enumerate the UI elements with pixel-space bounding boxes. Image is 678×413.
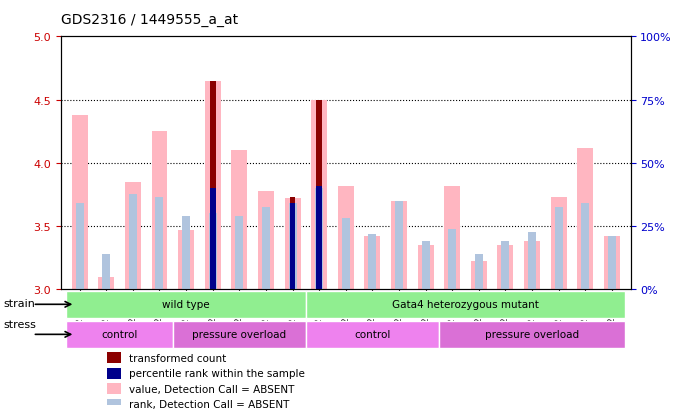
Bar bbox=[205, 81, 221, 290]
Bar bbox=[231, 151, 247, 290]
Bar bbox=[209, 214, 217, 290]
Bar bbox=[317, 186, 322, 290]
Bar bbox=[311, 100, 327, 290]
Text: stress: stress bbox=[3, 319, 36, 329]
Bar bbox=[285, 199, 300, 290]
Bar bbox=[475, 254, 483, 290]
Bar bbox=[502, 242, 509, 290]
Bar bbox=[106, 368, 121, 379]
Text: percentile rank within the sample: percentile rank within the sample bbox=[129, 368, 305, 378]
Text: control: control bbox=[102, 330, 138, 339]
Bar bbox=[608, 237, 616, 290]
Bar bbox=[155, 197, 163, 290]
Bar bbox=[524, 242, 540, 290]
Bar bbox=[290, 197, 296, 290]
Bar bbox=[76, 204, 83, 290]
Bar bbox=[210, 81, 216, 290]
Bar bbox=[72, 115, 87, 290]
Bar bbox=[555, 208, 563, 290]
Bar bbox=[258, 191, 274, 290]
Bar bbox=[125, 182, 141, 290]
Bar bbox=[577, 148, 593, 290]
Bar bbox=[368, 234, 376, 290]
Bar bbox=[182, 216, 190, 290]
Bar bbox=[364, 237, 380, 290]
Bar bbox=[448, 229, 456, 290]
Bar bbox=[498, 245, 513, 290]
FancyBboxPatch shape bbox=[439, 321, 625, 348]
Text: pressure overload: pressure overload bbox=[193, 330, 286, 339]
Bar bbox=[551, 197, 567, 290]
Bar bbox=[98, 277, 115, 290]
FancyBboxPatch shape bbox=[66, 291, 306, 318]
Text: Gata4 heterozygous mutant: Gata4 heterozygous mutant bbox=[392, 299, 539, 310]
Text: transformed count: transformed count bbox=[129, 353, 226, 363]
Text: GDS2316 / 1449555_a_at: GDS2316 / 1449555_a_at bbox=[61, 13, 238, 27]
Bar bbox=[418, 245, 434, 290]
Bar bbox=[262, 208, 270, 290]
Text: pressure overload: pressure overload bbox=[485, 330, 579, 339]
Bar bbox=[395, 201, 403, 290]
Bar bbox=[289, 204, 296, 290]
Text: strain: strain bbox=[3, 299, 35, 309]
Bar bbox=[391, 201, 407, 290]
Bar bbox=[210, 189, 216, 290]
Bar bbox=[342, 219, 350, 290]
Text: rank, Detection Call = ABSENT: rank, Detection Call = ABSENT bbox=[129, 399, 290, 409]
Bar bbox=[102, 254, 111, 290]
Bar bbox=[317, 100, 322, 290]
Text: value, Detection Call = ABSENT: value, Detection Call = ABSENT bbox=[129, 384, 295, 394]
Bar bbox=[315, 189, 323, 290]
Bar bbox=[129, 195, 137, 290]
Bar bbox=[106, 352, 121, 363]
FancyBboxPatch shape bbox=[306, 321, 439, 348]
FancyBboxPatch shape bbox=[173, 321, 306, 348]
FancyBboxPatch shape bbox=[306, 291, 625, 318]
Bar bbox=[471, 262, 487, 290]
Bar bbox=[106, 399, 121, 410]
Bar bbox=[581, 204, 589, 290]
FancyBboxPatch shape bbox=[66, 321, 173, 348]
Bar bbox=[444, 186, 460, 290]
Bar bbox=[178, 230, 194, 290]
Bar bbox=[422, 242, 430, 290]
Bar bbox=[338, 186, 354, 290]
Bar bbox=[106, 383, 121, 394]
Bar bbox=[151, 132, 167, 290]
Bar bbox=[604, 237, 620, 290]
Bar bbox=[235, 216, 243, 290]
Bar bbox=[290, 204, 296, 290]
Bar bbox=[528, 233, 536, 290]
Text: wild type: wild type bbox=[162, 299, 210, 310]
Text: control: control bbox=[354, 330, 391, 339]
